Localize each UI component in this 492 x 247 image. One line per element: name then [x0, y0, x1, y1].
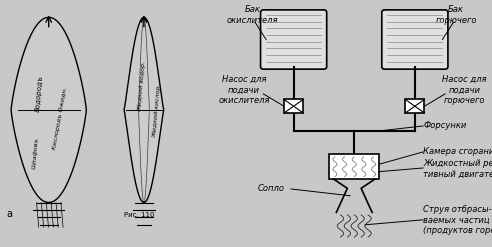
- Text: Рис. 110: Рис. 110: [124, 212, 154, 218]
- FancyBboxPatch shape: [261, 10, 327, 69]
- Bar: [405, 100, 425, 113]
- Text: Бак
горючего: Бак горючего: [435, 5, 477, 24]
- Text: Сопло: Сопло: [258, 185, 285, 193]
- Text: a: a: [7, 209, 13, 219]
- Text: Бак
окислителя: Бак окислителя: [226, 5, 278, 24]
- Bar: [284, 100, 303, 113]
- Text: Шлафовъ: Шлафовъ: [31, 137, 39, 169]
- Text: Форсунки: Форсунки: [423, 122, 466, 130]
- FancyBboxPatch shape: [382, 10, 448, 69]
- Polygon shape: [124, 17, 164, 203]
- Text: Кислородъ Ожидн.: Кислородъ Ожидн.: [52, 87, 68, 150]
- Text: Водородъ: Водородъ: [35, 75, 44, 112]
- Bar: [330, 154, 379, 179]
- Text: Жидкий водор.: Жидкий водор.: [137, 61, 147, 112]
- Polygon shape: [11, 17, 86, 203]
- Text: Струя отбрасы-
ваемых частиц
(продуктов горения): Струя отбрасы- ваемых частиц (продуктов …: [423, 205, 492, 235]
- Text: Камера сгорания: Камера сгорания: [423, 147, 492, 156]
- Text: Насос для
подачи
горючего: Насос для подачи горючего: [442, 75, 487, 105]
- Text: Насос для
подачи
окислителя: Насос для подачи окислителя: [218, 75, 270, 105]
- Text: Жидкостный реак-
тивный двигатель: Жидкостный реак- тивный двигатель: [423, 160, 492, 179]
- Text: Жидкий кислор.: Жидкий кислор.: [153, 84, 162, 139]
